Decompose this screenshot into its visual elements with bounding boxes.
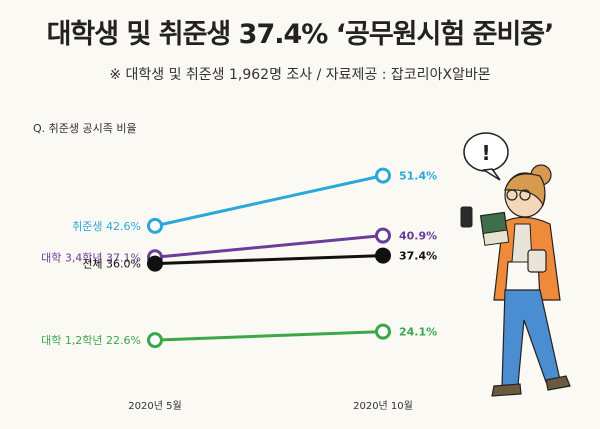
end-label: 24.1% — [399, 326, 437, 339]
series-line — [154, 254, 384, 266]
page-title: 대학생 및 취준생 37.4% ‘공무원시험 준비중’ — [46, 19, 555, 50]
chart-question: Q. 취준생 공시족 비율 — [33, 122, 137, 135]
student-illustration: ! — [460, 132, 571, 397]
series-layer: 취준생 42.6% 51.4% 대학 3,4학년 37.1% 40.9% 전체 36.0… — [41, 167, 437, 349]
exclamation-icon: ! — [481, 141, 490, 165]
series-3: 대학 1,2학년 22.6% 24.1% — [41, 323, 437, 349]
series-line — [154, 330, 384, 342]
end-label: 37.4% — [399, 250, 437, 263]
series-line — [154, 234, 384, 259]
start-label: 대학 3,4학년 37.1% — [41, 251, 141, 264]
data-point — [147, 255, 163, 272]
x-tick-label: 2020년 10월 — [353, 400, 413, 412]
series-2: 전체 36.0% 37.4% — [82, 247, 437, 272]
x-axis-ticks: 2020년 5월 2020년 10월 — [128, 400, 413, 412]
data-point — [375, 167, 391, 184]
start-label: 전체 36.0% — [82, 258, 141, 271]
data-point — [375, 323, 391, 340]
data-point — [147, 217, 163, 234]
start-label: 대학 1,2학년 22.6% — [41, 334, 141, 347]
data-point — [147, 332, 163, 349]
end-label: 40.9% — [399, 230, 437, 243]
series-0: 취준생 42.6% 51.4% — [72, 167, 437, 234]
end-label: 51.4% — [399, 170, 437, 183]
start-label: 취준생 42.6% — [72, 220, 141, 233]
x-tick-label: 2020년 5월 — [128, 400, 181, 412]
page-subtitle: ※ 대학생 및 취준생 1,962명 조사 / 자료제공 : 잡코리아X알바몬 — [109, 67, 491, 83]
series-line — [154, 174, 384, 228]
data-point — [375, 247, 391, 264]
data-point — [375, 227, 391, 244]
